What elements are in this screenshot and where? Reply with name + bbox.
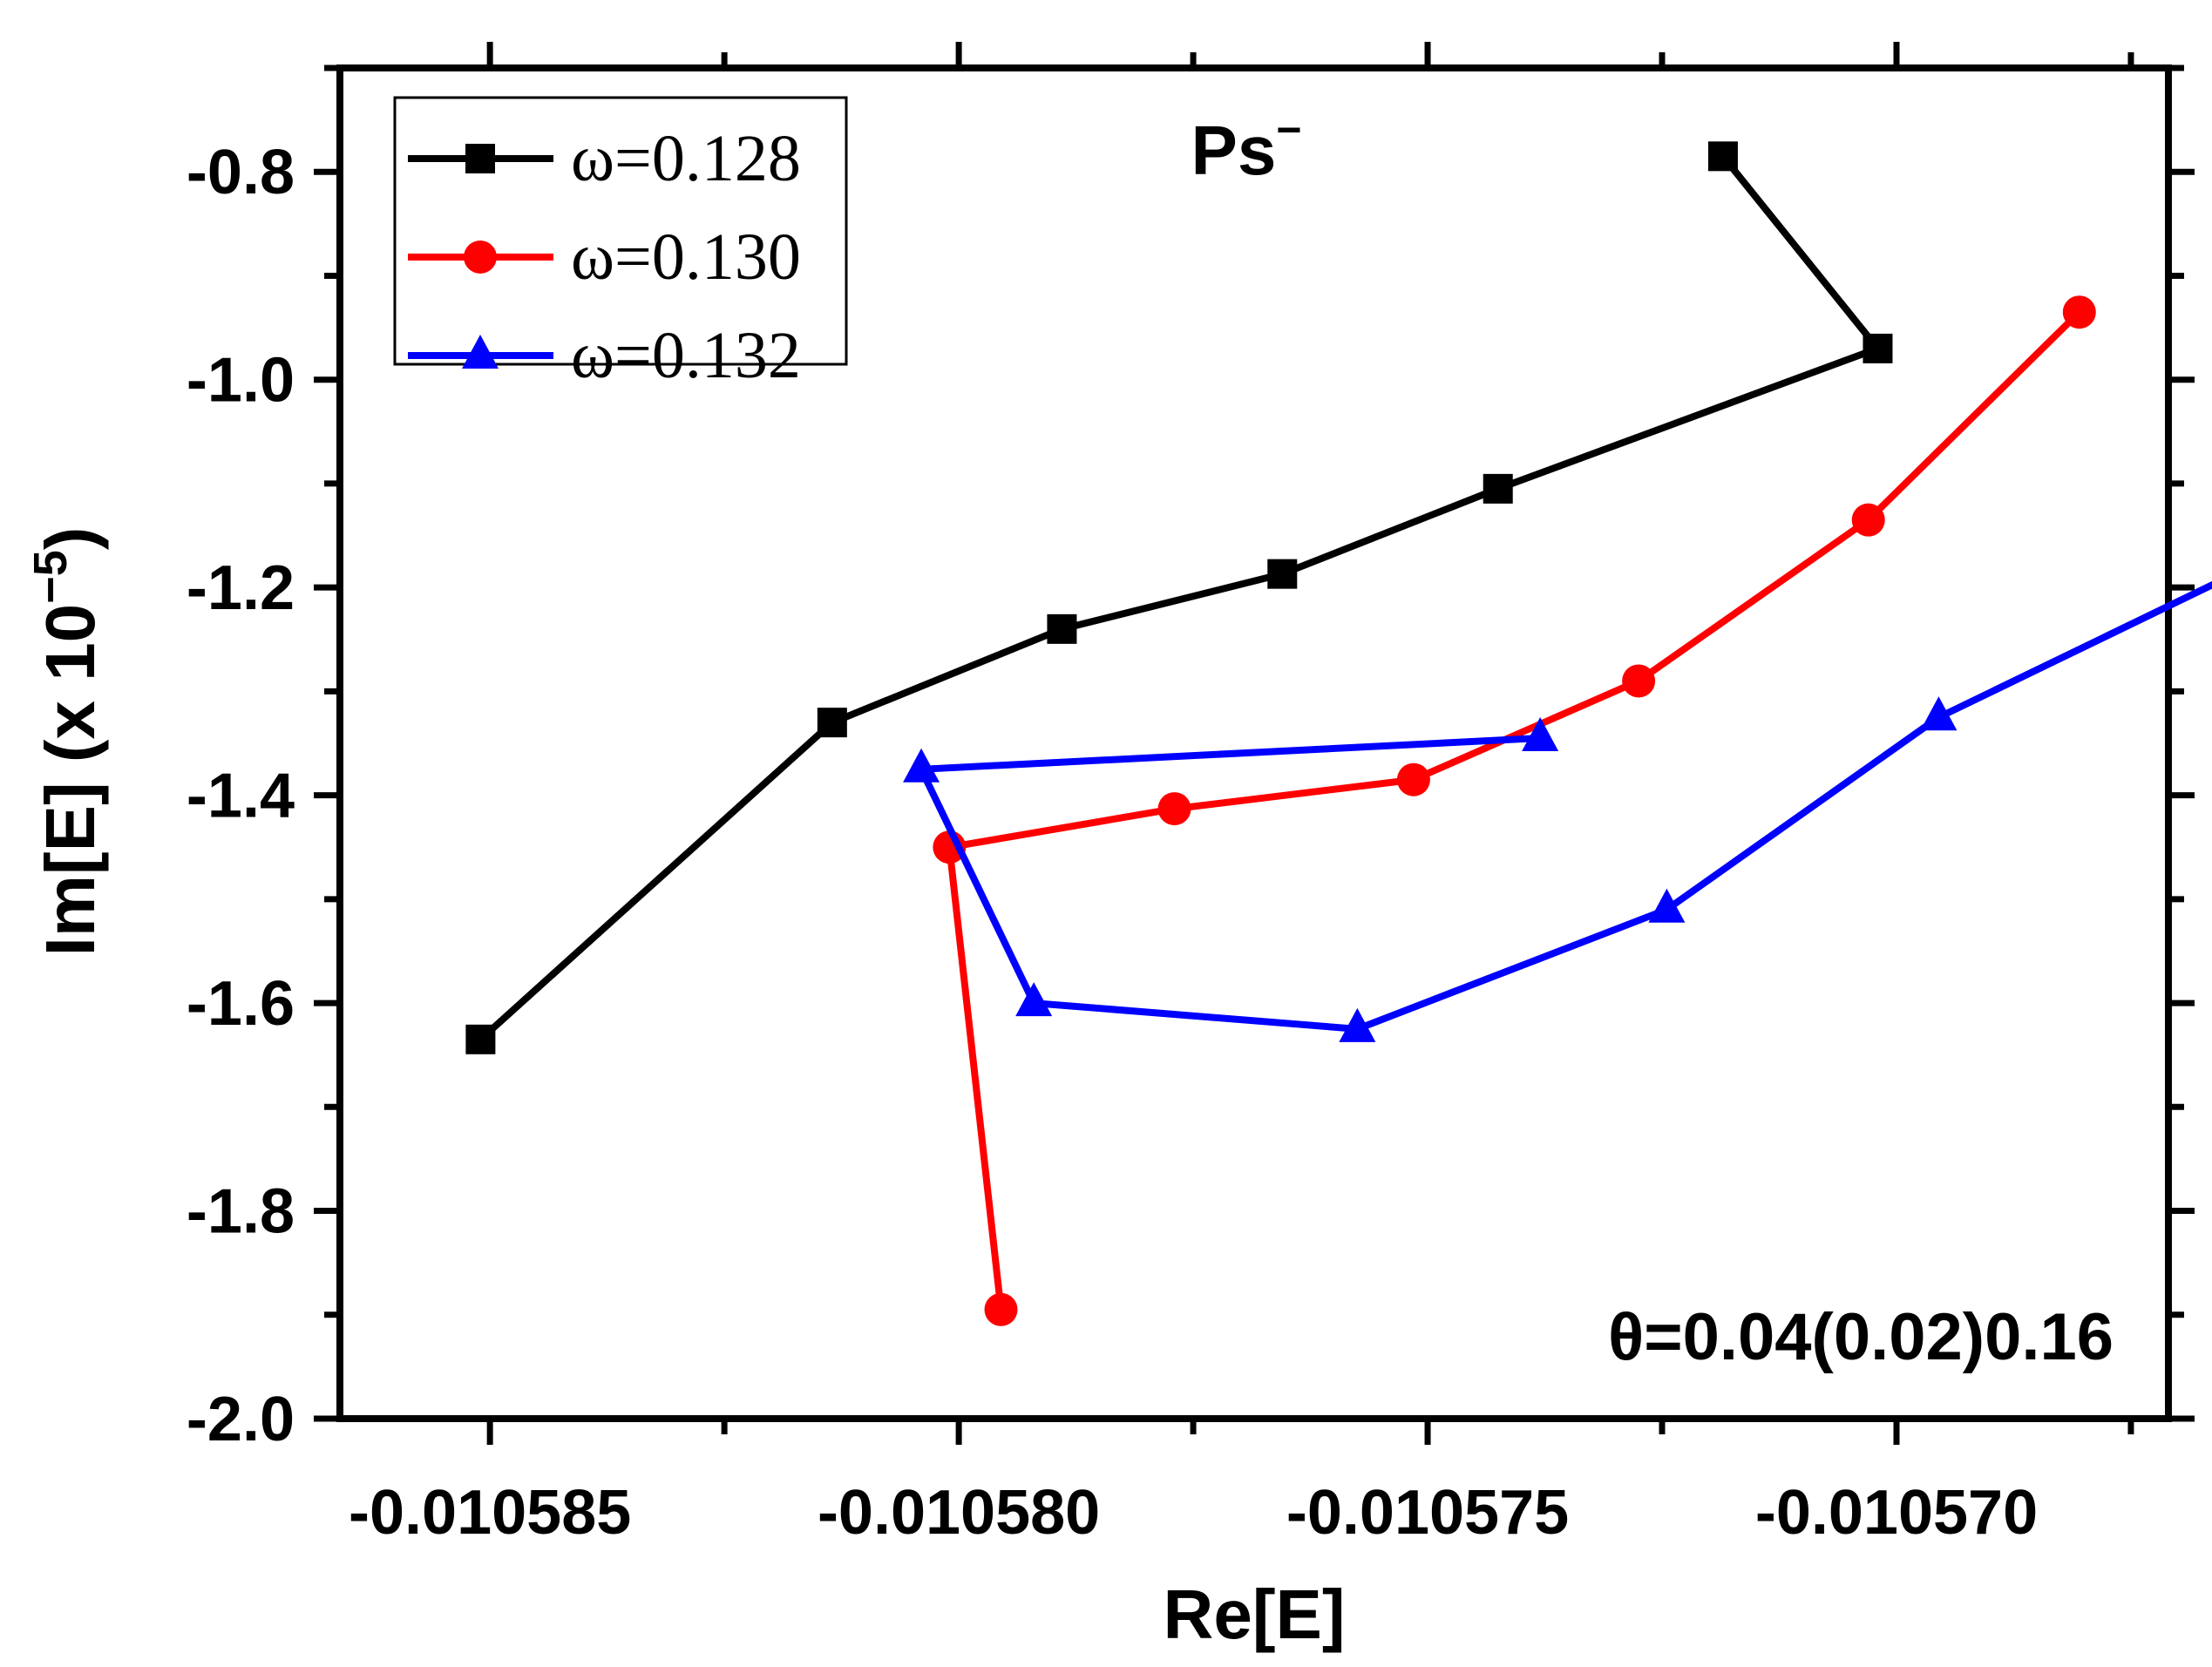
data-point-square (1707, 141, 1738, 172)
legend-label: ω=0.128 (571, 122, 801, 195)
y-tick-label: -1.6 (187, 969, 295, 1039)
series-line (946, 309, 2082, 1311)
data-point-circle (1396, 762, 1430, 796)
data-point-square (1863, 333, 1893, 363)
series-square (465, 141, 1893, 1054)
legend-marker-circle (464, 241, 497, 274)
data-point-triangle (1015, 982, 1053, 1017)
data-point-triangle (903, 748, 940, 783)
data-point-square (465, 1024, 496, 1054)
y-axis-title: Im[E] (x 10−5) (24, 527, 109, 957)
y-tick-label: -1.4 (187, 762, 295, 831)
x-tick-labels: -0.010585 -0.010580 -0.010575 -0.010570 (349, 1478, 2038, 1548)
data-point-square (1483, 473, 1513, 504)
x-tick-label: -0.010575 (1286, 1478, 1569, 1548)
y-tick-label: -2.0 (187, 1385, 295, 1454)
theta-annotation: θ=0.04(0.02)0.16 (1608, 1300, 2114, 1374)
data-point-circle (1622, 664, 1656, 698)
y-tick-labels: -2.0 -1.8 -1.6 -1.4 -1.2 -1.0 -0.8 (187, 138, 295, 1454)
y-tick-label: -1.0 (187, 346, 295, 416)
legend-item: ω=0.130 (408, 220, 801, 294)
chart-title: Ps− (1191, 105, 1301, 189)
x-axis-title: Re[E] (1164, 1576, 1346, 1653)
plot-frame (336, 64, 2172, 1422)
x-tick-label: -0.010580 (818, 1478, 1100, 1548)
y-tick-label: -1.8 (187, 1177, 295, 1247)
data-point-triangle (1920, 696, 1958, 731)
data-point-square (817, 708, 847, 738)
legend-marker-square (465, 144, 495, 173)
x-tick-label: -0.010585 (349, 1478, 631, 1548)
series-layer (465, 141, 2212, 1326)
legend-box (393, 96, 848, 366)
data-point-circle (1851, 503, 1885, 537)
data-point-triangle (1339, 1007, 1376, 1042)
legend-item: ω=0.132 (408, 319, 801, 392)
y-axis-title-exponent: −5 (24, 550, 77, 604)
y-axis-title-close: ) (31, 527, 109, 551)
data-point-triangle (1522, 717, 1559, 752)
legend-item: ω=0.128 (408, 122, 801, 195)
y-tick-label: -0.8 (187, 138, 295, 207)
y-tick-label: -1.2 (187, 553, 295, 623)
y-axis-title-main: Im[E] (x 10 (31, 604, 109, 957)
data-point-circle (1157, 792, 1191, 826)
data-point-circle (2062, 295, 2096, 329)
chart-title-base: Ps (1191, 112, 1276, 189)
legend: ω=0.128 ω=0.130 ω=0.132 (393, 96, 848, 392)
data-point-square (1267, 559, 1298, 589)
chart-title-sup: − (1276, 105, 1301, 154)
legend-label: ω=0.130 (571, 220, 801, 294)
legend-items: ω=0.128 ω=0.130 ω=0.132 (408, 122, 801, 392)
data-point-square (1047, 613, 1077, 644)
axis-ticks (314, 42, 2195, 1445)
legend-marker-triangle (462, 335, 499, 369)
legend-label: ω=0.132 (571, 319, 801, 392)
x-tick-label: -0.010570 (1755, 1478, 2038, 1548)
data-point-circle (984, 1292, 1018, 1326)
series-triangle (903, 580, 2212, 1042)
series-line (918, 580, 2212, 1033)
series-circle (933, 295, 2096, 1326)
data-point-triangle (1648, 888, 1686, 923)
